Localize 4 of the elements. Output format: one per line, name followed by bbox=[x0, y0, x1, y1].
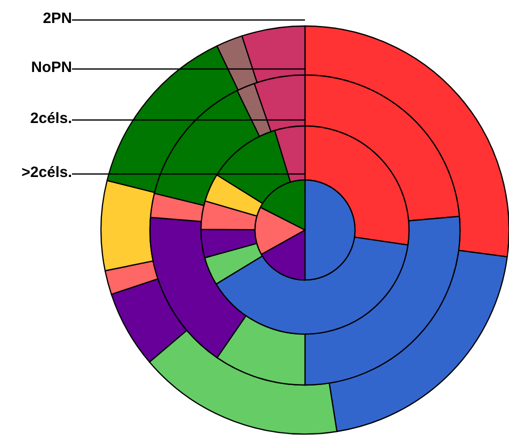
slice-label: 2PN bbox=[42, 10, 72, 27]
slice-label: >2céls. bbox=[22, 164, 72, 181]
slice-label: NoPN bbox=[31, 59, 72, 76]
slice-label: 2céls. bbox=[30, 110, 72, 127]
